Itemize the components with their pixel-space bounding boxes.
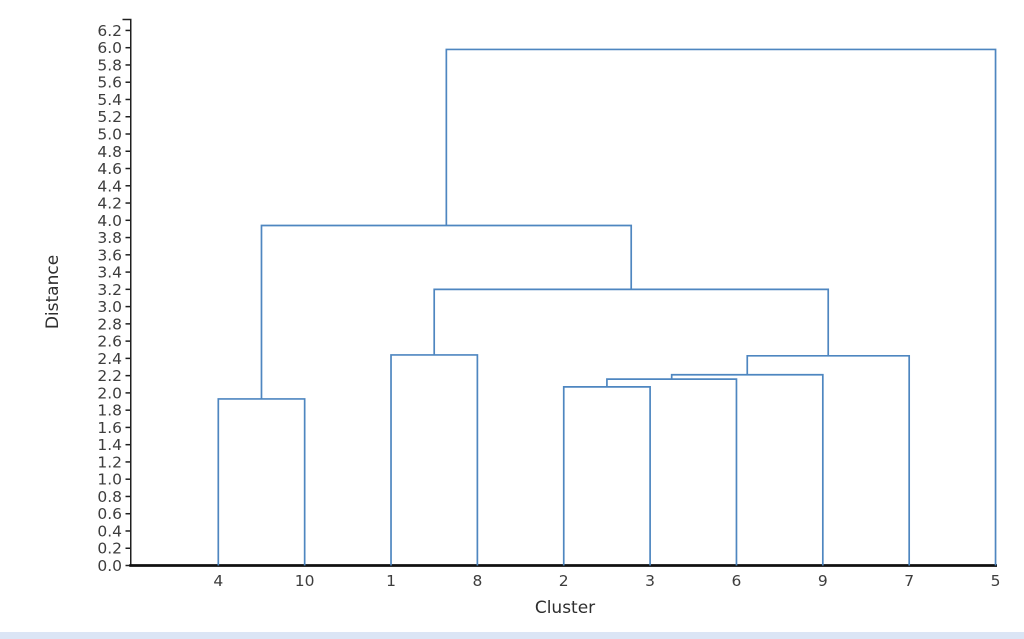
- y-tick-label: 5.4: [97, 91, 122, 109]
- y-tick-label: 2.0: [97, 384, 122, 402]
- y-tick-label: 4.0: [97, 212, 122, 230]
- x-tick-label: 6: [732, 572, 742, 590]
- x-tick-label: 10: [295, 572, 315, 590]
- bottom-strip: [0, 632, 1024, 639]
- y-tick-label: 3.0: [97, 298, 122, 316]
- x-axis-title: Cluster: [535, 598, 595, 618]
- dendrogram-link: [606, 378, 738, 566]
- y-tick-label: 1.8: [97, 402, 122, 420]
- y-tick-label: 1.6: [97, 419, 122, 437]
- y-tick-label: 5.6: [97, 74, 122, 92]
- y-tick-label: 4.8: [97, 143, 122, 161]
- y-tick-label: 2.8: [97, 315, 122, 333]
- x-tick-label: 7: [904, 572, 914, 590]
- dendrogram-link: [746, 354, 911, 566]
- y-axis: 0.00.20.40.60.81.01.21.41.61.82.02.22.42…: [97, 18, 132, 575]
- y-tick-label: 5.2: [97, 108, 122, 126]
- y-tick-label: 3.8: [97, 229, 122, 247]
- y-tick-label: 1.0: [97, 471, 122, 489]
- dendrogram-link: [433, 288, 830, 356]
- x-tick-label: 1: [386, 572, 396, 590]
- dendrogram-link: [670, 373, 824, 566]
- dendrogram-link: [217, 398, 306, 566]
- x-tick-label: 3: [645, 572, 655, 590]
- y-tick-label: 4.4: [97, 177, 122, 195]
- y-tick-label: 3.4: [97, 264, 122, 282]
- x-tick-label: 2: [559, 572, 569, 590]
- y-tick-label: 4.2: [97, 195, 122, 213]
- x-axis: 4 10 1 8 2 3 6 9 7 5: [129, 564, 1001, 590]
- y-tick-label: 5.0: [97, 126, 122, 144]
- x-tick-label: 8: [472, 572, 482, 590]
- y-tick-label: 0.6: [97, 505, 122, 523]
- y-tick-label: 0.8: [97, 488, 122, 506]
- y-tick-label: 3.6: [97, 246, 122, 264]
- y-tick-label: 0.2: [97, 540, 122, 558]
- y-tick-label: 5.8: [97, 56, 122, 74]
- dendrogram-link: [390, 354, 479, 566]
- y-tick-label: 1.4: [97, 436, 122, 454]
- y-tick-label: 2.6: [97, 333, 122, 351]
- y-tick-label: 0.0: [97, 557, 122, 575]
- dendrogram-link: [562, 386, 651, 566]
- y-tick-label: 0.4: [97, 522, 122, 540]
- y-tick-label: 4.6: [97, 160, 122, 178]
- y-tick-label: 2.2: [97, 367, 122, 385]
- y-axis-title: Distance: [43, 255, 63, 329]
- y-tick-label: 6.2: [97, 22, 122, 40]
- y-tick-label: 6.0: [97, 39, 122, 57]
- y-tick-label: 1.2: [97, 453, 122, 471]
- x-tick-label: 9: [818, 572, 828, 590]
- y-tick-label: 3.2: [97, 281, 122, 299]
- x-tick-label: 4: [213, 572, 223, 590]
- y-tick-label: 2.4: [97, 350, 122, 368]
- dendrogram-link: [445, 48, 997, 566]
- dendrogram-link: [260, 224, 633, 399]
- dendrogram-links: [217, 48, 997, 566]
- x-tick-label: 5: [991, 572, 1001, 590]
